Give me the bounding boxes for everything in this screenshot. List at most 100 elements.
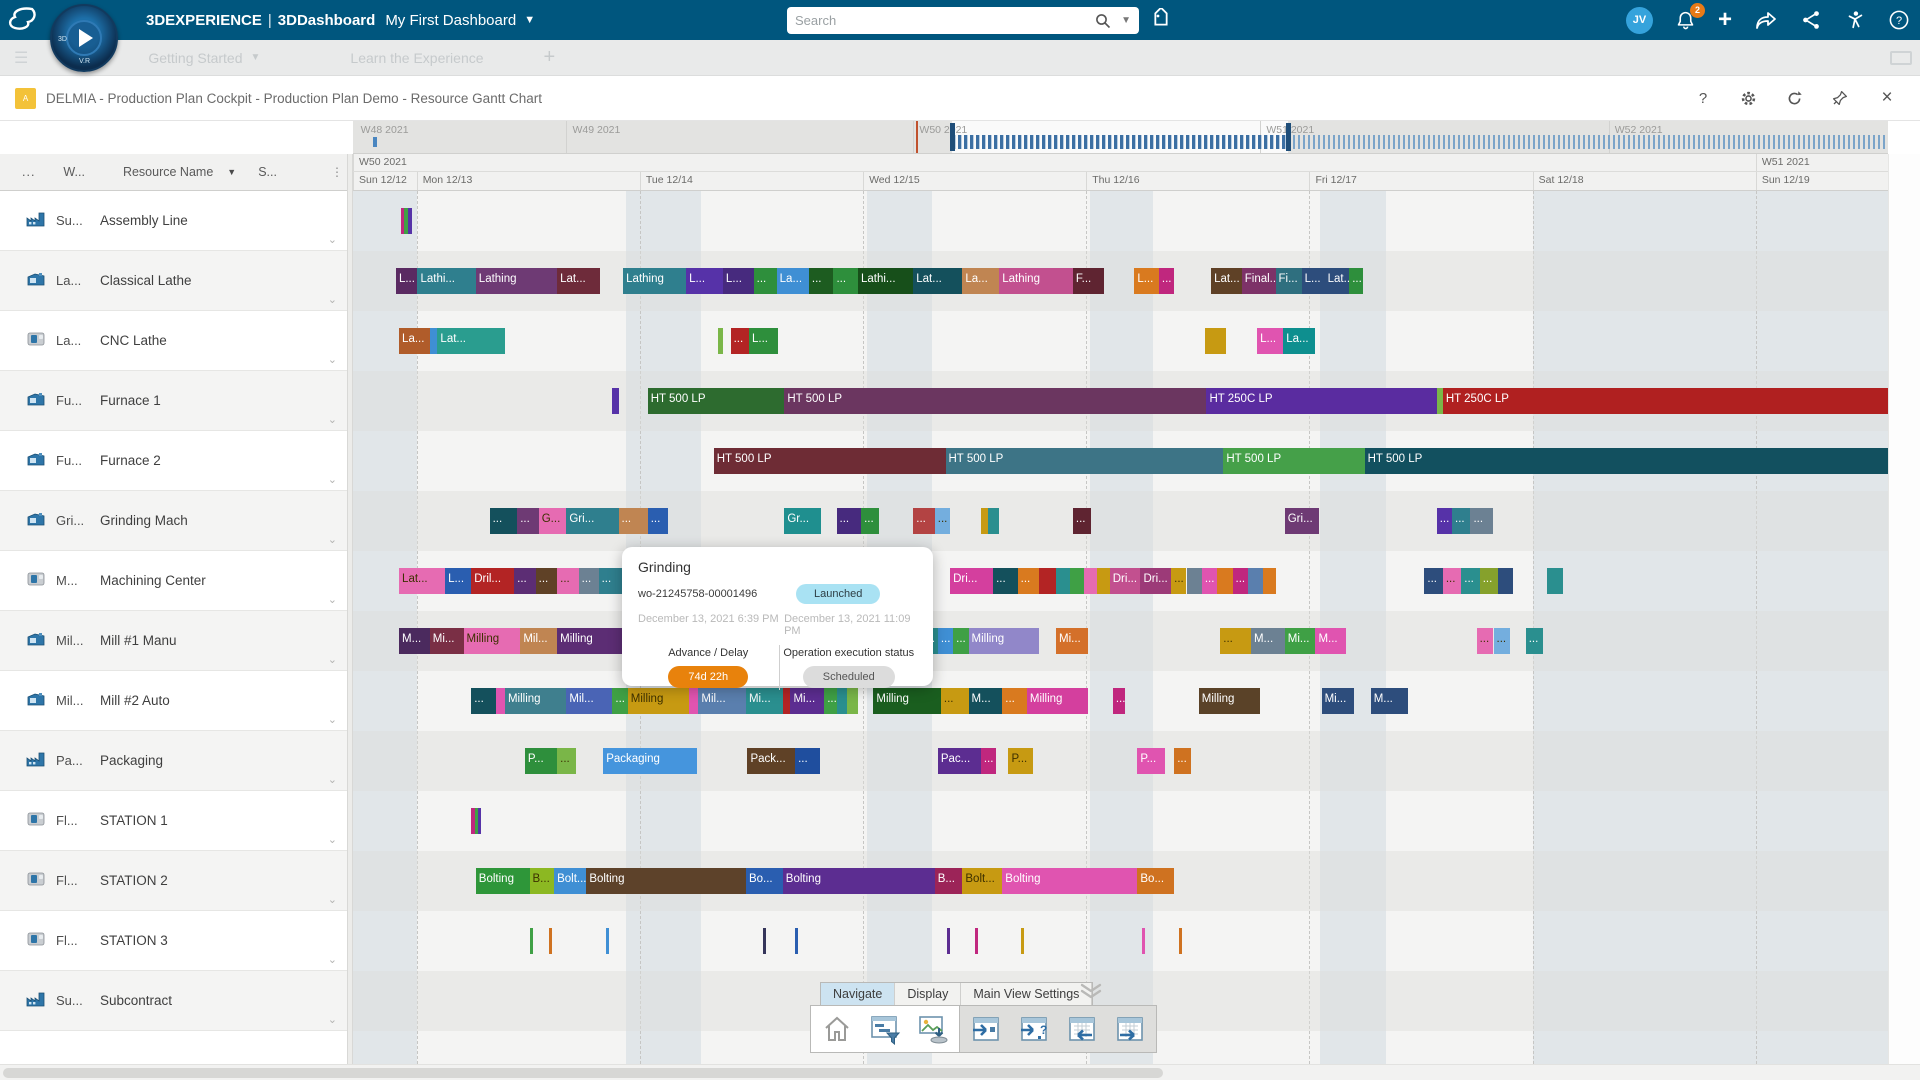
gantt-bar[interactable]: ... bbox=[1479, 568, 1499, 594]
gantt-bar[interactable] bbox=[718, 328, 723, 354]
column-s-header[interactable]: S... bbox=[258, 165, 277, 179]
gantt-bar[interactable]: HT 500 LP bbox=[945, 448, 1224, 474]
row-expand-chevron-icon[interactable]: ⌄ bbox=[327, 234, 337, 246]
resource-row[interactable]: Pa... Packaging ⌄ bbox=[0, 731, 347, 791]
gantt-bar[interactable]: M... bbox=[1315, 628, 1347, 654]
gantt-bar[interactable]: M... bbox=[968, 688, 1003, 714]
gantt-bar[interactable] bbox=[408, 208, 413, 234]
gantt-bar[interactable] bbox=[988, 508, 1000, 534]
row-expand-chevron-icon[interactable]: ⌄ bbox=[327, 714, 337, 726]
horizontal-scrollbar[interactable] bbox=[0, 1064, 1920, 1080]
horizontal-scrollbar-thumb[interactable] bbox=[3, 1068, 1163, 1078]
gantt-bar[interactable]: ... bbox=[612, 688, 628, 714]
gantt-bar[interactable]: Mi... bbox=[1056, 628, 1089, 654]
gantt-bar[interactable]: ... bbox=[557, 568, 579, 594]
gantt-bar[interactable] bbox=[606, 928, 610, 954]
gantt-bar[interactable]: Mi... bbox=[1321, 688, 1354, 714]
gantt-bar[interactable] bbox=[549, 928, 553, 954]
add-tab-button[interactable]: + bbox=[543, 46, 556, 68]
gantt-bar[interactable]: P... bbox=[1008, 748, 1033, 774]
gantt-bar[interactable]: Bo... bbox=[1137, 868, 1175, 894]
gantt-bar[interactable]: ... bbox=[1017, 568, 1040, 594]
gantt-bar[interactable]: HT 500 LP bbox=[1364, 448, 1888, 474]
gantt-bar[interactable]: ... bbox=[1072, 508, 1092, 534]
gantt-bar[interactable]: ... bbox=[1442, 568, 1462, 594]
export-image-icon[interactable] bbox=[915, 1011, 951, 1047]
gantt-bar[interactable]: La... bbox=[1283, 328, 1316, 354]
overview-viewport-handle[interactable] bbox=[1285, 123, 1291, 151]
gantt-bar[interactable] bbox=[477, 808, 482, 834]
gantt-bar[interactable] bbox=[1141, 928, 1145, 954]
gantt-bar[interactable]: Mi... bbox=[745, 688, 783, 714]
tab-learn-the-experience[interactable]: Learn the Experience bbox=[350, 50, 483, 66]
3ds-logo-icon[interactable] bbox=[0, 0, 46, 40]
header-kebab-icon[interactable]: ⋮ bbox=[331, 165, 343, 179]
gantt-bar[interactable]: HT 250C LP bbox=[1206, 388, 1437, 414]
gantt-bar[interactable]: Milling bbox=[968, 628, 1040, 654]
tag-icon[interactable] bbox=[1150, 8, 1172, 30]
gantt-bar[interactable] bbox=[1039, 568, 1057, 594]
gantt-bar[interactable]: ... bbox=[1232, 568, 1248, 594]
gantt-bar[interactable] bbox=[1217, 568, 1233, 594]
gantt-bar[interactable] bbox=[1498, 568, 1514, 594]
gantt-bar[interactable]: ... bbox=[1436, 508, 1453, 534]
gantt-bar[interactable]: Milling bbox=[557, 628, 628, 654]
gantt-bar[interactable]: B... bbox=[529, 868, 555, 894]
row-expand-chevron-icon[interactable]: ⌄ bbox=[327, 834, 337, 846]
gantt-bar[interactable]: Bolt... bbox=[962, 868, 1003, 894]
gantt-bar[interactable] bbox=[847, 688, 858, 714]
row-expand-chevron-icon[interactable]: ⌄ bbox=[327, 354, 337, 366]
gantt-bar[interactable]: Milling bbox=[1026, 688, 1089, 714]
gantt-bar[interactable]: ... bbox=[795, 748, 820, 774]
resource-row[interactable]: Fu... Furnace 1 ⌄ bbox=[0, 371, 347, 431]
gantt-bar[interactable]: Lathi... bbox=[858, 268, 914, 294]
overview-viewport-handle[interactable] bbox=[949, 123, 955, 151]
resource-row[interactable]: La... Classical Lathe ⌄ bbox=[0, 251, 347, 311]
gantt-bar[interactable] bbox=[1263, 568, 1276, 594]
gantt-bar[interactable]: ... bbox=[836, 508, 862, 534]
gantt-bar[interactable]: L... bbox=[1301, 268, 1325, 294]
gantt-bar[interactable]: ... bbox=[1461, 568, 1480, 594]
gantt-bar[interactable]: Mi... bbox=[1284, 628, 1316, 654]
tab-chevron-icon[interactable]: ▼ bbox=[250, 52, 261, 63]
gantt-bar[interactable] bbox=[980, 508, 989, 534]
gantt-bar[interactable] bbox=[947, 928, 951, 954]
row-expand-chevron-icon[interactable]: ⌄ bbox=[327, 894, 337, 906]
gantt-bar[interactable]: ... bbox=[913, 508, 935, 534]
row-expand-chevron-icon[interactable]: ⌄ bbox=[327, 1014, 337, 1026]
gantt-bar[interactable]: ... bbox=[1349, 268, 1364, 294]
row-expand-chevron-icon[interactable]: ⌄ bbox=[327, 774, 337, 786]
column-menu-header[interactable]: ... bbox=[22, 165, 36, 179]
gantt-bar[interactable]: ... bbox=[618, 508, 648, 534]
search-box[interactable]: ▼ bbox=[787, 7, 1139, 34]
gantt-bar[interactable]: HT 250C LP bbox=[1442, 388, 1888, 414]
gantt-bar[interactable]: Mil... bbox=[520, 628, 558, 654]
gantt-bar[interactable] bbox=[1547, 568, 1563, 594]
gantt-bar[interactable]: ... bbox=[934, 508, 951, 534]
widget-pin-icon[interactable] bbox=[1832, 90, 1850, 106]
gantt-bar[interactable]: Lat... bbox=[399, 568, 446, 594]
widget-close-button[interactable]: × bbox=[1881, 87, 1893, 108]
gantt-bar[interactable]: Gri... bbox=[1284, 508, 1319, 534]
gantt-bar[interactable]: Milling bbox=[873, 688, 941, 714]
gantt-bar[interactable]: ... bbox=[517, 508, 539, 534]
gantt-bar[interactable]: ... bbox=[1201, 568, 1218, 594]
gantt-bar[interactable]: ... bbox=[980, 748, 997, 774]
gantt-bar[interactable]: Dri... bbox=[950, 568, 994, 594]
gantt-bar[interactable]: Dri... bbox=[1109, 568, 1141, 594]
tabbar-right-icon[interactable] bbox=[1890, 50, 1912, 65]
gantt-bar[interactable]: ... bbox=[808, 268, 834, 294]
gantt-bar[interactable] bbox=[1083, 568, 1098, 594]
column-w-header[interactable]: W... bbox=[63, 165, 85, 179]
gantt-bar[interactable] bbox=[404, 208, 409, 234]
gantt-bar[interactable]: Fi... bbox=[1275, 268, 1302, 294]
resource-row[interactable]: Su... Assembly Line ⌄ bbox=[0, 191, 347, 251]
resource-row[interactable]: Fl... STATION 1 ⌄ bbox=[0, 791, 347, 851]
jump-to-task-icon[interactable] bbox=[968, 1011, 1004, 1047]
gantt-bar[interactable]: HT 500 LP bbox=[647, 388, 785, 414]
gantt-bar[interactable]: L... bbox=[445, 568, 472, 594]
gantt-bar[interactable]: HT 500 LP bbox=[784, 388, 1207, 414]
gantt-bar[interactable]: ... bbox=[824, 688, 837, 714]
gantt-bar[interactable]: ... bbox=[937, 628, 954, 654]
toolbar-tab-main-view-settings[interactable]: Main View Settings bbox=[961, 983, 1093, 1005]
